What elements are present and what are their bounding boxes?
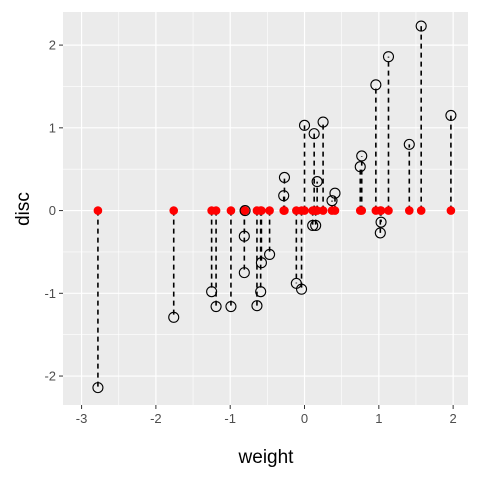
- baseline-point: [300, 206, 309, 215]
- y-tick-label: 1: [49, 120, 56, 135]
- baseline-point: [211, 206, 221, 215]
- observed-point: [445, 109, 457, 121]
- x-tick-label: -3: [76, 411, 88, 426]
- observed-point: [311, 176, 323, 188]
- observed-point: [255, 257, 267, 269]
- observed-point: [382, 51, 395, 63]
- observed-point: [354, 161, 366, 173]
- x-tick-label: 1: [375, 411, 382, 426]
- y-tick-label: 0: [49, 203, 56, 218]
- observed-point: [168, 311, 180, 323]
- observed-point: [356, 150, 368, 162]
- observed-point: [370, 79, 382, 91]
- observed-point: [415, 20, 427, 32]
- x-axis-title: weight: [238, 447, 295, 468]
- baseline-point: [416, 206, 426, 215]
- observed-point: [374, 227, 386, 239]
- observed-point: [238, 230, 250, 242]
- baseline-point: [265, 206, 274, 215]
- y-axis-title: disc: [13, 192, 34, 226]
- x-tick-label: 0: [301, 411, 308, 426]
- observed-point: [310, 219, 322, 232]
- baseline-point: [280, 206, 289, 215]
- observed-point: [308, 128, 320, 140]
- baseline-point: [384, 206, 393, 215]
- observed-point: [375, 216, 387, 228]
- observed-point: [317, 116, 329, 128]
- observed-point: [239, 205, 251, 217]
- observed-point: [251, 300, 263, 312]
- baseline-point: [404, 206, 414, 215]
- baseline-point: [355, 206, 365, 215]
- y-axis: -2 -1 0 1 2: [44, 38, 63, 384]
- observed-points: [92, 20, 457, 394]
- observed-point: [403, 138, 415, 150]
- observed-point: [295, 283, 308, 295]
- baseline-point: [318, 206, 328, 215]
- observed-point: [255, 286, 267, 298]
- x-tick-label: 2: [450, 411, 457, 426]
- x-axis: -3 -2 -1 0 1 2: [76, 405, 457, 426]
- observed-point: [278, 190, 290, 202]
- observed-point: [278, 171, 290, 184]
- observed-point: [329, 187, 341, 199]
- x-tick-label: -2: [150, 411, 162, 426]
- baseline-point: [330, 206, 340, 215]
- baseline-point: [257, 206, 266, 215]
- baseline-point: [93, 206, 103, 215]
- observed-point: [264, 248, 276, 260]
- y-tick-label: -1: [44, 286, 56, 301]
- baseline-point: [376, 206, 386, 215]
- plot-panel: [63, 12, 468, 405]
- observed-point: [238, 267, 250, 279]
- observed-point: [298, 119, 311, 131]
- baseline-points: [93, 206, 456, 215]
- baseline-point: [226, 206, 236, 215]
- baseline-point: [169, 206, 179, 215]
- observed-point: [326, 195, 338, 207]
- observed-point: [307, 219, 319, 232]
- observed-point: [92, 382, 104, 394]
- baseline-point: [312, 206, 322, 215]
- baseline-point: [446, 206, 456, 215]
- y-tick-label: -2: [44, 369, 56, 384]
- observed-point: [225, 300, 237, 313]
- y-tick-label: 2: [49, 38, 56, 53]
- observed-point: [210, 300, 222, 313]
- observed-point: [206, 286, 218, 298]
- x-tick-label: -1: [224, 411, 236, 426]
- baseline-point: [240, 206, 250, 215]
